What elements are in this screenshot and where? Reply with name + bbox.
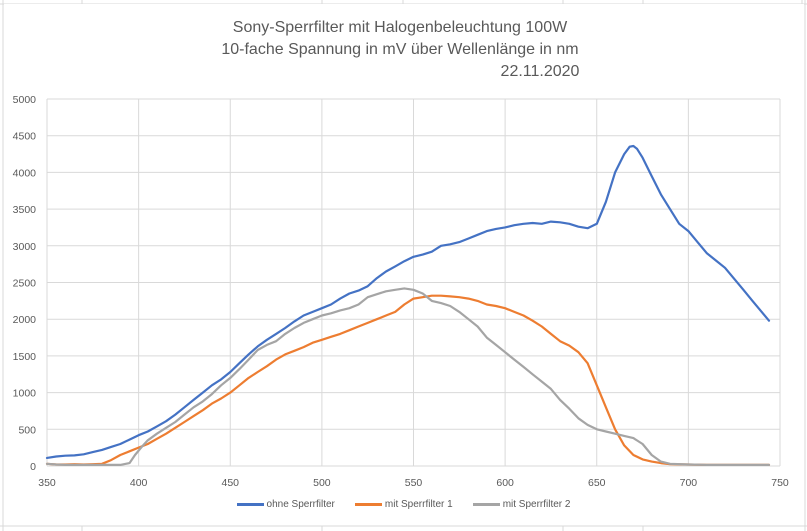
x-axis-ticks: 350 400 450 500 550 600 650 700 750 xyxy=(38,477,789,489)
y-tick-label: 3000 xyxy=(13,241,37,253)
legend-item-mit-sperrfilter-1[interactable]: mit Sperrfilter 1 xyxy=(354,499,453,510)
legend-item-ohne-sperrfilter[interactable]: ohne Sperrfilter xyxy=(236,499,335,510)
y-axis-ticks: 0 500 1000 1500 2000 2500 3000 3500 4000 4500 5000 xyxy=(13,94,37,473)
y-tick-label: 2500 xyxy=(13,278,37,290)
x-tick-label: 350 xyxy=(38,477,56,489)
y-tick-label: 4500 xyxy=(13,131,37,143)
legend-swatch-orange xyxy=(354,503,382,506)
x-tick-label: 600 xyxy=(496,477,514,489)
chart-title: Sony-Sperrfilter mit Halogenbeleuchtung … xyxy=(232,19,568,36)
y-tick-label: 1000 xyxy=(13,388,37,400)
x-tick-label: 500 xyxy=(313,477,331,489)
legend-item-mit-sperrfilter-2[interactable]: mit Sperrfilter 2 xyxy=(472,499,571,510)
series-line-mit-sperrfilter-2[interactable] xyxy=(45,287,771,466)
x-tick-label: 700 xyxy=(680,477,698,489)
gridlines xyxy=(46,98,781,467)
series-lines xyxy=(45,144,771,466)
y-tick-label: 1500 xyxy=(13,351,37,363)
legend-label: mit Sperrfilter 1 xyxy=(384,499,453,510)
x-tick-label: 400 xyxy=(130,477,148,489)
x-tick-label: 550 xyxy=(405,477,423,489)
y-tick-label: 500 xyxy=(18,424,36,436)
x-tick-label: 750 xyxy=(771,477,789,489)
chart-area[interactable] xyxy=(4,4,804,524)
y-tick-label: 5000 xyxy=(13,94,37,106)
x-tick-label: 650 xyxy=(588,477,606,489)
y-tick-label: 3500 xyxy=(13,204,37,216)
legend-label: mit Sperrfilter 2 xyxy=(502,499,571,510)
legend: ohne Sperrfilter mit Sperrfilter 1 mit S… xyxy=(0,499,807,510)
x-tick-label: 450 xyxy=(221,477,239,489)
series-line-ohne-sperrfilter[interactable] xyxy=(45,144,771,459)
legend-swatch-blue xyxy=(236,503,264,506)
chart-date: 22.11.2020 xyxy=(500,63,580,80)
chart-title-block: Sony-Sperrfilter mit Halogenbeleuchtung … xyxy=(0,17,800,83)
y-tick-label: 4000 xyxy=(13,167,37,179)
y-tick-label: 0 xyxy=(30,461,36,473)
y-tick-label: 2000 xyxy=(13,314,37,326)
chart-subtitle: 10-fache Spannung in mV über Wellenlänge… xyxy=(221,41,579,58)
legend-label: ohne Sperrfilter xyxy=(266,499,335,510)
legend-swatch-gray xyxy=(472,503,500,506)
series-line-mit-sperrfilter-1[interactable] xyxy=(45,294,771,466)
